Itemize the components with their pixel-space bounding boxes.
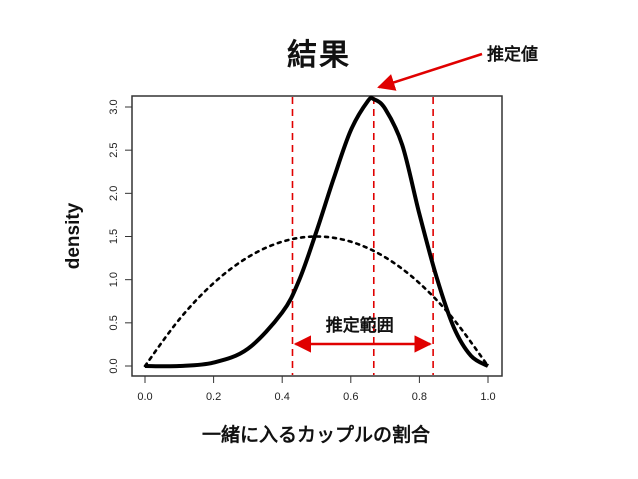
x-tick-label: 0.8 (412, 391, 427, 403)
estimate-arrow (377, 52, 483, 91)
y-tick-label: 1.5 (108, 229, 120, 244)
y-tick-label: 0.0 (108, 358, 120, 373)
annotations: 推定値 推定範囲 (293, 44, 538, 353)
x-axis-title: 一緒に入るカップルの割合 (202, 423, 431, 446)
range-label: 推定範囲 (326, 315, 394, 336)
y-tick-label: 0.5 (108, 315, 120, 330)
y-tick-label: 1.0 (108, 272, 120, 287)
y-tick-label: 3.0 (108, 99, 120, 114)
y-tick-label: 2.0 (108, 186, 120, 201)
y-tick-label: 2.5 (108, 143, 120, 158)
y-axis: 0.0 0.5 1.0 1.5 2.0 2.5 3.0 (108, 99, 133, 374)
prior-density-curve (143, 235, 490, 368)
x-axis: 0.0 0.2 0.4 0.6 0.8 1.0 (137, 375, 496, 403)
series-group (143, 95, 490, 369)
x-tick-label: 0.4 (275, 391, 290, 403)
x-tick-label: 0.6 (343, 391, 358, 403)
y-axis-title: density (63, 202, 84, 269)
reference-lines (291, 97, 434, 375)
posterior-density-curve (144, 95, 490, 369)
x-tick-label: 0.2 (206, 391, 221, 403)
x-tick-label: 1.0 (480, 391, 495, 403)
estimate-label: 推定値 (487, 44, 538, 65)
page-title: 結果 (287, 38, 351, 73)
x-tick-label: 0.0 (137, 391, 152, 403)
